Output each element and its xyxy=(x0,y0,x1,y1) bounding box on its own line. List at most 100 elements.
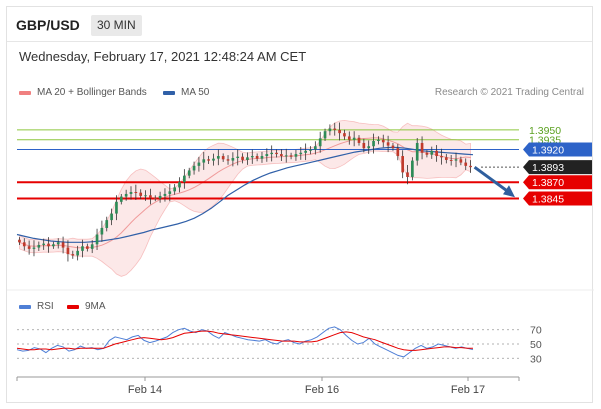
candle xyxy=(280,149,283,162)
candle-body xyxy=(260,156,264,159)
candle xyxy=(454,152,458,168)
candle-body xyxy=(124,193,128,197)
candle xyxy=(95,228,99,251)
candle-body xyxy=(163,193,167,196)
candle-body xyxy=(444,157,448,160)
candle-body xyxy=(134,192,138,193)
candle-body xyxy=(105,220,109,228)
candle xyxy=(216,149,220,166)
legend-swatch-9ma xyxy=(67,304,79,309)
candle-body xyxy=(347,136,351,140)
legend-label-9ma: 9MA xyxy=(85,301,106,312)
candle xyxy=(207,155,210,165)
candle-body xyxy=(396,148,400,157)
candle-body xyxy=(173,187,176,192)
chart-canvas[interactable]: 1.39501.39351.39201.38931.38701.38457050… xyxy=(7,7,594,404)
candle-body xyxy=(440,156,443,158)
candle-body xyxy=(207,159,210,161)
symbol-title: GBP/USD xyxy=(16,17,80,33)
candle xyxy=(459,156,463,166)
candle-body xyxy=(357,137,361,143)
candle xyxy=(377,136,380,145)
candle xyxy=(440,148,443,165)
candle xyxy=(168,184,172,202)
candle-body xyxy=(178,182,181,188)
candle xyxy=(149,188,152,205)
candle xyxy=(265,148,269,162)
candle-body xyxy=(231,158,235,161)
candle-body xyxy=(406,172,409,177)
candle-body xyxy=(372,141,375,147)
candle xyxy=(289,152,293,160)
candle-body xyxy=(183,175,186,183)
candle xyxy=(275,149,278,158)
candle-body xyxy=(226,159,230,161)
candle-body xyxy=(32,247,36,249)
candle xyxy=(71,250,75,259)
price-tag-1-3893 xyxy=(523,160,592,175)
candle-body xyxy=(236,156,240,158)
candle xyxy=(61,236,65,254)
chart-header: GBP/USD 30 MIN xyxy=(7,7,592,42)
candle-body xyxy=(377,139,380,141)
candle xyxy=(314,141,317,155)
interval-badge[interactable]: 30 MIN xyxy=(91,15,142,36)
candle xyxy=(449,154,453,166)
candle xyxy=(304,143,307,161)
price-tag-1-3845 xyxy=(523,191,592,206)
candle-body xyxy=(328,128,332,132)
candle xyxy=(255,153,259,162)
rsi-tick-70: 70 xyxy=(530,325,542,337)
rsi-series-rsi xyxy=(16,326,474,358)
candle xyxy=(47,237,50,253)
candle xyxy=(42,238,46,250)
candle-body xyxy=(270,152,274,155)
candle-body xyxy=(202,159,206,163)
candle xyxy=(396,144,400,161)
candle-body xyxy=(192,165,196,171)
candle xyxy=(391,142,395,151)
candle-body xyxy=(435,150,438,157)
candle-body xyxy=(110,213,113,221)
candle xyxy=(144,190,147,201)
candle-body xyxy=(352,137,356,140)
candle xyxy=(352,131,356,147)
candle-body xyxy=(338,129,341,134)
candle xyxy=(158,191,162,203)
price-tag-text-1-3893: 1.3893 xyxy=(532,162,564,174)
candle xyxy=(197,156,201,172)
candle xyxy=(420,136,424,160)
candle-body xyxy=(153,197,157,199)
level-label-1-3950: 1.3950 xyxy=(529,125,561,137)
candle xyxy=(192,161,196,175)
candle xyxy=(343,129,346,140)
candle-body xyxy=(464,162,468,166)
candle-body xyxy=(241,156,244,160)
candle-body xyxy=(37,244,41,248)
credit-text: Research © 2021 Trading Central xyxy=(434,87,584,98)
candle-body xyxy=(420,142,424,153)
candle xyxy=(318,131,322,153)
candle xyxy=(381,134,385,148)
x-tick-label: Feb 16 xyxy=(305,384,339,396)
candle xyxy=(406,165,409,185)
candle-body xyxy=(415,142,419,161)
candle xyxy=(386,135,390,153)
price-tag-1-3870 xyxy=(523,175,592,190)
candle-body xyxy=(299,152,303,155)
candle xyxy=(115,195,118,221)
candle xyxy=(90,240,94,254)
candle xyxy=(76,245,79,261)
candle-body xyxy=(401,156,404,173)
candle-body xyxy=(459,159,463,163)
candle xyxy=(124,189,128,201)
candle-body xyxy=(362,142,366,149)
candle xyxy=(52,241,55,249)
candle xyxy=(153,195,157,202)
candle-body xyxy=(449,159,453,161)
legend-ma50: MA 50 xyxy=(163,87,209,98)
candle-body xyxy=(90,244,94,249)
candle xyxy=(110,208,113,226)
candle-body xyxy=(139,192,143,196)
candle xyxy=(22,238,26,251)
